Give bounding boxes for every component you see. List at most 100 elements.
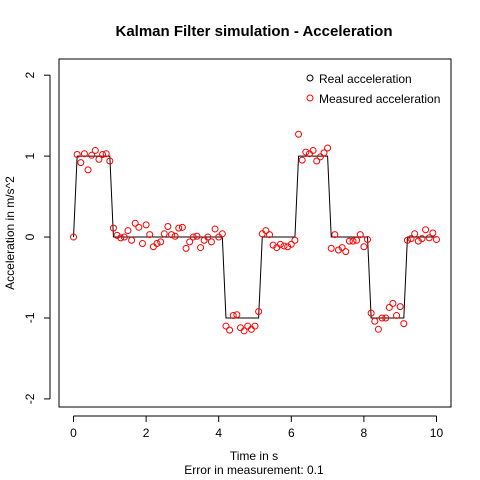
data-point-measured-acceleration (88, 151, 96, 159)
data-point-measured-acceleration (389, 299, 397, 307)
data-point-measured-acceleration (287, 240, 295, 248)
data-point-measured-acceleration (374, 325, 382, 333)
data-point-measured-acceleration (197, 244, 205, 252)
data-point-measured-acceleration (338, 244, 346, 252)
series-layer (70, 130, 440, 335)
data-point-measured-acceleration (349, 237, 357, 245)
data-point-measured-acceleration (280, 242, 288, 250)
data-point-measured-acceleration (414, 237, 422, 245)
data-point-measured-acceleration (99, 150, 107, 158)
data-point-measured-acceleration (266, 231, 274, 239)
data-point-measured-acceleration (160, 230, 168, 238)
data-point-measured-acceleration (229, 312, 237, 320)
data-point-measured-acceleration (106, 157, 114, 165)
data-point-measured-acceleration (182, 244, 190, 252)
data-point-measured-acceleration (418, 235, 426, 243)
data-point-measured-acceleration (128, 236, 136, 244)
data-point-measured-acceleration (309, 146, 317, 154)
y-axis-label: Acceleration in m/s^2 (3, 176, 17, 290)
data-point-measured-acceleration (291, 236, 299, 244)
data-point-measured-acceleration (360, 243, 368, 251)
x-tick-label: 10 (430, 426, 444, 440)
data-point-measured-acceleration (91, 146, 99, 154)
data-point-measured-acceleration (95, 155, 103, 163)
data-point-measured-acceleration (378, 314, 386, 322)
data-point-measured-acceleration (131, 219, 139, 227)
data-point-measured-acceleration (334, 246, 342, 254)
x-tick-label: 6 (288, 426, 295, 440)
data-point-measured-acceleration (367, 309, 375, 317)
data-point-measured-acceleration (385, 303, 393, 311)
data-point-measured-acceleration (73, 150, 81, 158)
data-point-measured-acceleration (222, 322, 230, 330)
data-point-measured-acceleration (411, 230, 419, 238)
chart-title: Kalman Filter simulation - Acceleration (115, 23, 392, 40)
data-point-measured-acceleration (342, 248, 350, 256)
data-point-measured-acceleration (240, 327, 248, 335)
y-tick-label: 2 (23, 72, 37, 79)
data-point-measured-acceleration (295, 130, 303, 138)
data-point-measured-acceleration (211, 225, 219, 233)
y-tick-label: -1 (23, 312, 37, 323)
data-point-measured-acceleration (84, 166, 92, 174)
data-point-measured-acceleration (269, 241, 277, 249)
y-axis: -2 -1 0 1 2 (23, 72, 51, 404)
data-point-measured-acceleration (393, 312, 401, 320)
data-point-measured-acceleration (262, 227, 270, 235)
data-point-measured-acceleration (251, 322, 259, 330)
data-point-measured-acceleration (226, 326, 234, 334)
data-point-measured-acceleration (157, 238, 165, 246)
data-point-measured-acceleration (313, 157, 321, 165)
data-point-measured-acceleration (298, 156, 306, 164)
y-tick-label: 0 (23, 233, 37, 240)
data-point-measured-acceleration (135, 223, 143, 231)
data-point-measured-acceleration (102, 150, 110, 158)
data-point-measured-acceleration (255, 308, 263, 316)
data-point-measured-acceleration (353, 236, 361, 244)
legend-label: Real acceleration (319, 72, 412, 86)
data-point-measured-acceleration (425, 234, 433, 242)
data-point-measured-acceleration (302, 148, 310, 156)
data-point-measured-acceleration (117, 234, 125, 242)
data-point-measured-acceleration (80, 150, 88, 158)
data-point-measured-acceleration (316, 153, 324, 161)
data-point-measured-acceleration (77, 159, 85, 167)
data-point-measured-acceleration (189, 233, 197, 241)
x-tick-label: 0 (70, 426, 77, 440)
data-point-measured-acceleration (138, 240, 146, 248)
data-point-measured-acceleration (320, 149, 328, 157)
data-point-measured-acceleration (178, 223, 186, 231)
data-point-measured-acceleration (120, 233, 128, 241)
data-point-measured-acceleration (233, 311, 241, 319)
x-tick-label: 8 (361, 426, 368, 440)
legend-marker (306, 74, 314, 82)
data-point-measured-acceleration (327, 244, 335, 252)
data-point-measured-acceleration (324, 144, 332, 152)
data-point-measured-acceleration (113, 231, 121, 239)
data-point-measured-acceleration (186, 238, 194, 246)
y-tick-label: 1 (23, 152, 37, 159)
data-point-measured-acceleration (175, 224, 183, 232)
data-point-measured-acceleration (345, 237, 353, 245)
legend-label: Measured acceleration (319, 92, 440, 106)
data-point-measured-acceleration (70, 233, 78, 241)
data-point-measured-acceleration (146, 231, 154, 239)
data-point-measured-acceleration (204, 233, 212, 241)
data-point-measured-acceleration (400, 320, 408, 328)
data-point-measured-acceleration (284, 243, 292, 251)
data-point-measured-acceleration (124, 227, 132, 235)
x-axis: 0 2 4 6 8 10 (70, 415, 444, 440)
plot-frame (58, 58, 452, 408)
x-tick-label: 4 (215, 426, 222, 440)
data-point-measured-acceleration (193, 232, 201, 240)
data-point-measured-acceleration (429, 229, 437, 237)
data-point-measured-acceleration (382, 314, 390, 322)
data-point-measured-acceleration (207, 238, 215, 246)
data-point-measured-acceleration (403, 236, 411, 244)
x-tick-label: 2 (143, 426, 150, 440)
data-point-measured-acceleration (153, 240, 161, 248)
data-point-measured-acceleration (171, 232, 179, 240)
